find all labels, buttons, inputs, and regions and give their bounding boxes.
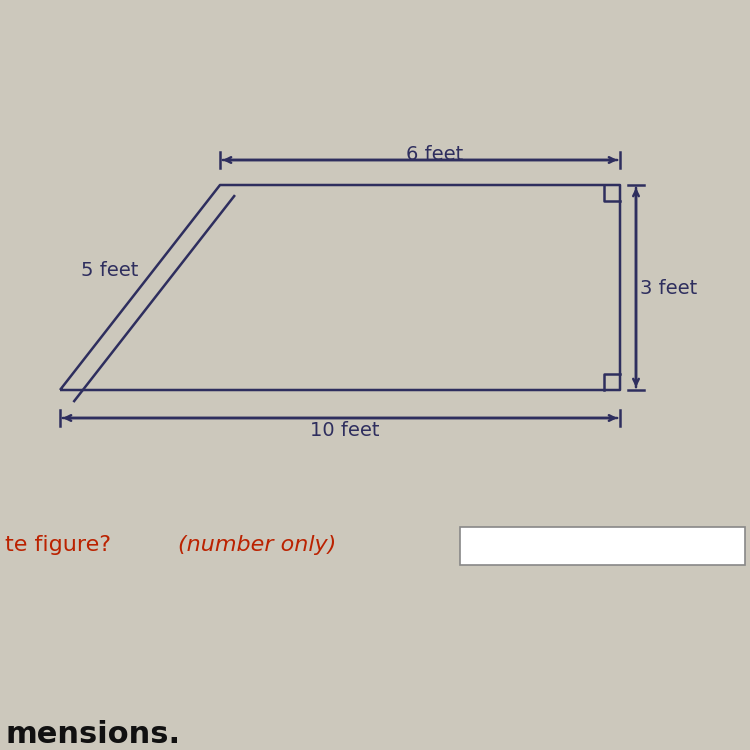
Text: 10 feet: 10 feet — [310, 421, 380, 440]
Text: 3 feet: 3 feet — [640, 278, 698, 298]
Text: mensions.: mensions. — [5, 720, 180, 749]
Text: te figure?: te figure? — [5, 535, 125, 555]
Bar — [460, 527, 745, 565]
Text: (number only): (number only) — [178, 535, 336, 555]
Text: 6 feet: 6 feet — [406, 146, 463, 164]
Text: 5 feet: 5 feet — [81, 260, 139, 280]
